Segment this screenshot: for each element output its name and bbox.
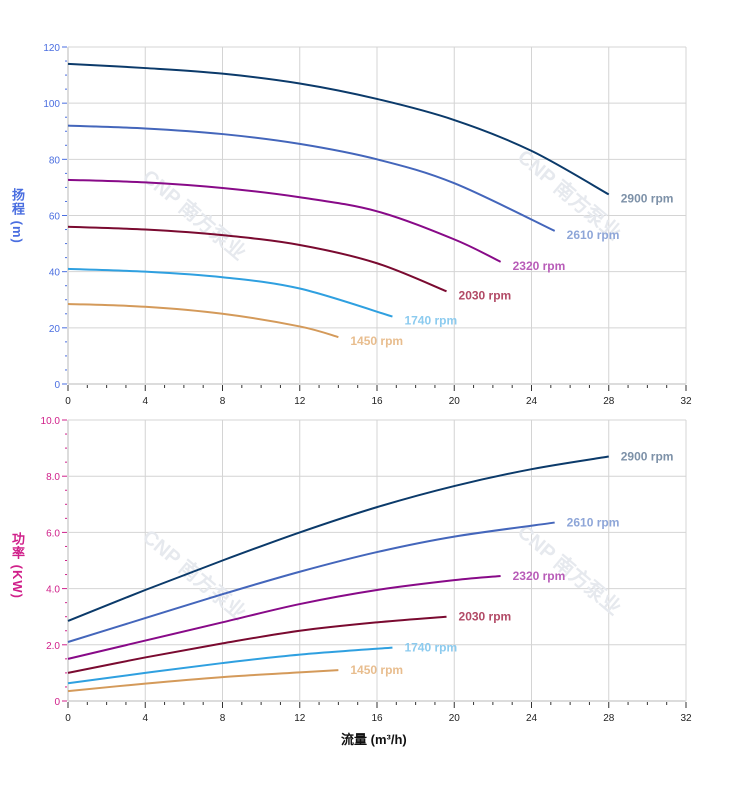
x-tick-label: 4 — [142, 396, 148, 407]
y-tick-label: 6.0 — [46, 528, 60, 539]
x-tick-label: 20 — [449, 713, 461, 724]
x-tick-label: 0 — [65, 396, 71, 407]
series-line-2900-rpm — [67, 62, 610, 196]
series-line-2320-rpm — [67, 574, 501, 660]
series-line-2610-rpm — [67, 521, 555, 643]
y-tick-label: 0 — [54, 697, 60, 708]
series-label: 2320 rpm — [513, 259, 566, 273]
x-tick-label: 20 — [449, 396, 461, 407]
y-tick-label: 80 — [49, 155, 61, 166]
series-line-2610-rpm — [67, 124, 556, 232]
x-tick-label: 12 — [294, 396, 306, 407]
series-label: 1740 rpm — [404, 314, 457, 328]
series-label: 1450 rpm — [350, 334, 403, 348]
x-tick-label: 12 — [294, 713, 306, 724]
x-tick-label: 16 — [371, 396, 383, 407]
power-axis-label: 功率 (KW) — [10, 532, 25, 599]
series-line-1740-rpm — [67, 267, 393, 318]
y-tick-label: 40 — [49, 268, 61, 279]
series-label: 1740 rpm — [404, 641, 457, 655]
series-label: 2900 rpm — [621, 450, 674, 464]
x-tick-label: 0 — [65, 713, 71, 724]
series-label: 2610 rpm — [567, 516, 620, 530]
y-tick-label: 20 — [49, 324, 61, 335]
y-tick-label: 0 — [54, 380, 60, 391]
series-line-2030-rpm — [67, 225, 447, 293]
series-label: 2900 rpm — [621, 191, 674, 205]
x-tick-label: 28 — [603, 713, 615, 724]
x-tick-label: 24 — [526, 396, 538, 407]
chart-panel-1: 0 2.0 4.0 6.0 8.0 10.0 0 4 8 12 16 20 24 28 32 CNP 南方泵业… — [41, 416, 692, 724]
series-line-1450-rpm — [67, 669, 339, 693]
x-tick-label: 24 — [526, 713, 538, 724]
head-axis-label: 扬程 (m) — [10, 188, 25, 244]
watermark-logo: CNP 南方泵业 — [138, 164, 251, 264]
y-tick-label: 8.0 — [46, 472, 60, 483]
y-tick-label: 2.0 — [46, 641, 60, 652]
series-label: 2030 rpm — [459, 610, 512, 624]
series-label: 2030 rpm — [459, 288, 512, 302]
x-tick-label: 4 — [142, 713, 148, 724]
x-tick-label: 8 — [220, 713, 226, 724]
series-line-1450-rpm — [67, 302, 339, 339]
series-label: 2610 rpm — [567, 228, 620, 242]
y-tick-label: 4.0 — [46, 585, 60, 596]
series-line-2900-rpm — [67, 455, 609, 622]
watermark-logo: CNP 南方泵业 — [138, 524, 251, 624]
flow-axis-label: 流量 (m³/h) — [341, 732, 407, 747]
series-line-2320-rpm — [67, 178, 502, 263]
y-tick-label: 10.0 — [41, 416, 61, 427]
x-tick-label: 28 — [603, 396, 615, 407]
x-tick-label: 8 — [220, 396, 226, 407]
y-tick-label: 100 — [43, 99, 60, 110]
x-tick-label: 32 — [680, 713, 692, 724]
series-label: 1450 rpm — [350, 663, 403, 677]
series-line-2030-rpm — [67, 615, 447, 674]
y-tick-label: 120 — [43, 43, 60, 54]
series-label: 2320 rpm — [513, 569, 566, 583]
x-tick-label: 16 — [371, 713, 383, 724]
x-tick-label: 32 — [680, 396, 692, 407]
series-line-1740-rpm — [67, 646, 393, 685]
y-tick-label: 60 — [49, 212, 61, 223]
